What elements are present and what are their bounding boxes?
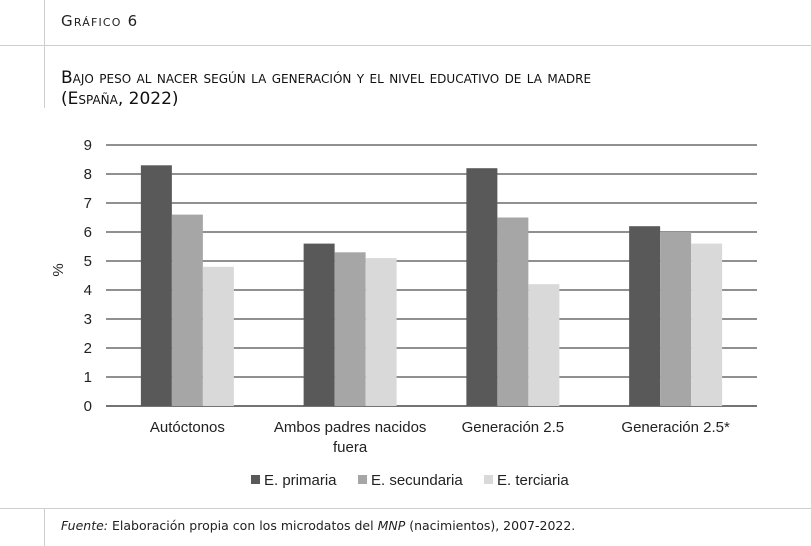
- bar-2-4: [660, 232, 692, 406]
- y-axis-label: %: [50, 263, 67, 276]
- y-tick-label: 8: [84, 166, 92, 183]
- source-prefix: Fuente:: [61, 518, 109, 533]
- bar-3-1: [202, 266, 234, 406]
- bar-1-2: [303, 243, 335, 406]
- header-divider: [0, 45, 811, 46]
- legend-label: E. secundaria: [371, 472, 463, 489]
- title-side-rule: [44, 46, 45, 108]
- y-tick-label: 3: [84, 311, 92, 328]
- footer-divider: [0, 508, 811, 509]
- bar-3-2: [365, 258, 397, 406]
- bar-3-3: [528, 284, 560, 406]
- legend-label: E. primaria: [264, 472, 337, 489]
- y-tick-label: 0: [84, 398, 92, 415]
- bar-3-4: [691, 243, 723, 406]
- bar-1-4: [629, 226, 661, 406]
- y-tick-label: 4: [84, 282, 92, 299]
- source-text-before: Elaboración propia con los microdatos de…: [108, 518, 378, 533]
- legend-swatch: [358, 475, 367, 484]
- chart-legend: E. primaria E. secundaria E. terciaria: [251, 472, 569, 489]
- bar-2-3: [497, 217, 529, 406]
- figure-label: Gráfico 6: [61, 12, 139, 30]
- legend-label: E. terciaria: [497, 472, 569, 489]
- y-tick-label: 2: [84, 340, 92, 357]
- y-tick-label: 6: [84, 224, 92, 241]
- chart-bars: [140, 165, 723, 406]
- category-label: Generación 2.5: [462, 419, 565, 436]
- category-label: Autóctonos: [150, 419, 225, 436]
- chart-title-line2: (España, 2022): [61, 89, 179, 109]
- y-tick-label: 7: [84, 195, 92, 212]
- source-note: Fuente: Elaboración propia con los micro…: [61, 518, 575, 533]
- category-label: fuera: [333, 439, 368, 456]
- source-mnp: MNP: [377, 518, 406, 533]
- bar-2-2: [334, 252, 366, 406]
- category-label: Generación 2.5*: [621, 419, 730, 436]
- y-tick-label: 5: [84, 253, 92, 270]
- footer-side-rule: [44, 509, 45, 546]
- y-axis-ticks: 0 1 2 3 4 5 6 7 8 9: [84, 137, 92, 415]
- bar-1-3: [466, 168, 498, 406]
- source-text-after: (nacimientos), 2007-2022.: [405, 518, 576, 533]
- legend-swatch: [251, 475, 260, 484]
- chart-title: Bajo peso al nacer según la generación y…: [61, 68, 801, 110]
- x-axis-categories: Autóctonos Ambos padres nacidos fuera Gener…: [150, 419, 730, 456]
- chart-title-line1: Bajo peso al nacer según la generación y…: [61, 68, 592, 88]
- y-tick-label: 9: [84, 137, 92, 154]
- top-left-rule: [44, 0, 45, 46]
- legend-swatch: [484, 475, 493, 484]
- y-tick-label: 1: [84, 369, 92, 386]
- category-label: Ambos padres nacidos: [274, 419, 427, 436]
- bar-1-1: [140, 165, 172, 406]
- bar-2-1: [171, 214, 203, 406]
